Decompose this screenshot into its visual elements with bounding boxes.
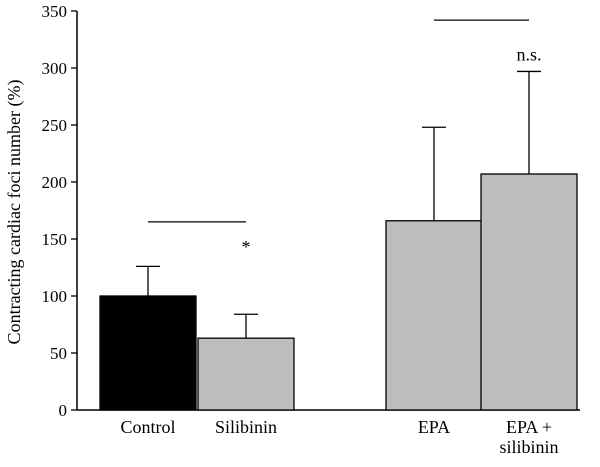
- y-tick-label: 200: [42, 173, 68, 192]
- bar: [197, 337, 295, 411]
- y-tick-label: 150: [42, 230, 68, 249]
- y-tick-label: 50: [50, 344, 67, 363]
- x-tick-label: Control: [120, 417, 175, 437]
- significance-label: *: [242, 237, 251, 257]
- significance-annotations: * n.s.: [148, 19, 542, 257]
- significance-label: n.s.: [516, 44, 541, 64]
- x-tick-label: silibinin: [499, 437, 558, 457]
- x-tick-label: EPA: [418, 417, 450, 437]
- bar: [385, 220, 483, 411]
- y-tick-label: 250: [42, 116, 68, 135]
- y-tick-label: 0: [59, 401, 68, 420]
- y-tick-label: 100: [42, 287, 68, 306]
- x-tick-labels: Control Silibinin EPA EPA +silibinin: [120, 417, 558, 457]
- y-tick-label: 300: [42, 59, 68, 78]
- y-tick-label: 350: [42, 2, 68, 21]
- bar: [99, 295, 197, 411]
- y-axis-label: Contracting cardiac foci number (%): [4, 80, 25, 345]
- x-tick-label: EPA +: [506, 417, 552, 437]
- x-tick-label: Silibinin: [215, 417, 277, 437]
- bars: [99, 173, 578, 411]
- error-bars: [136, 70, 541, 339]
- bar: [480, 173, 578, 411]
